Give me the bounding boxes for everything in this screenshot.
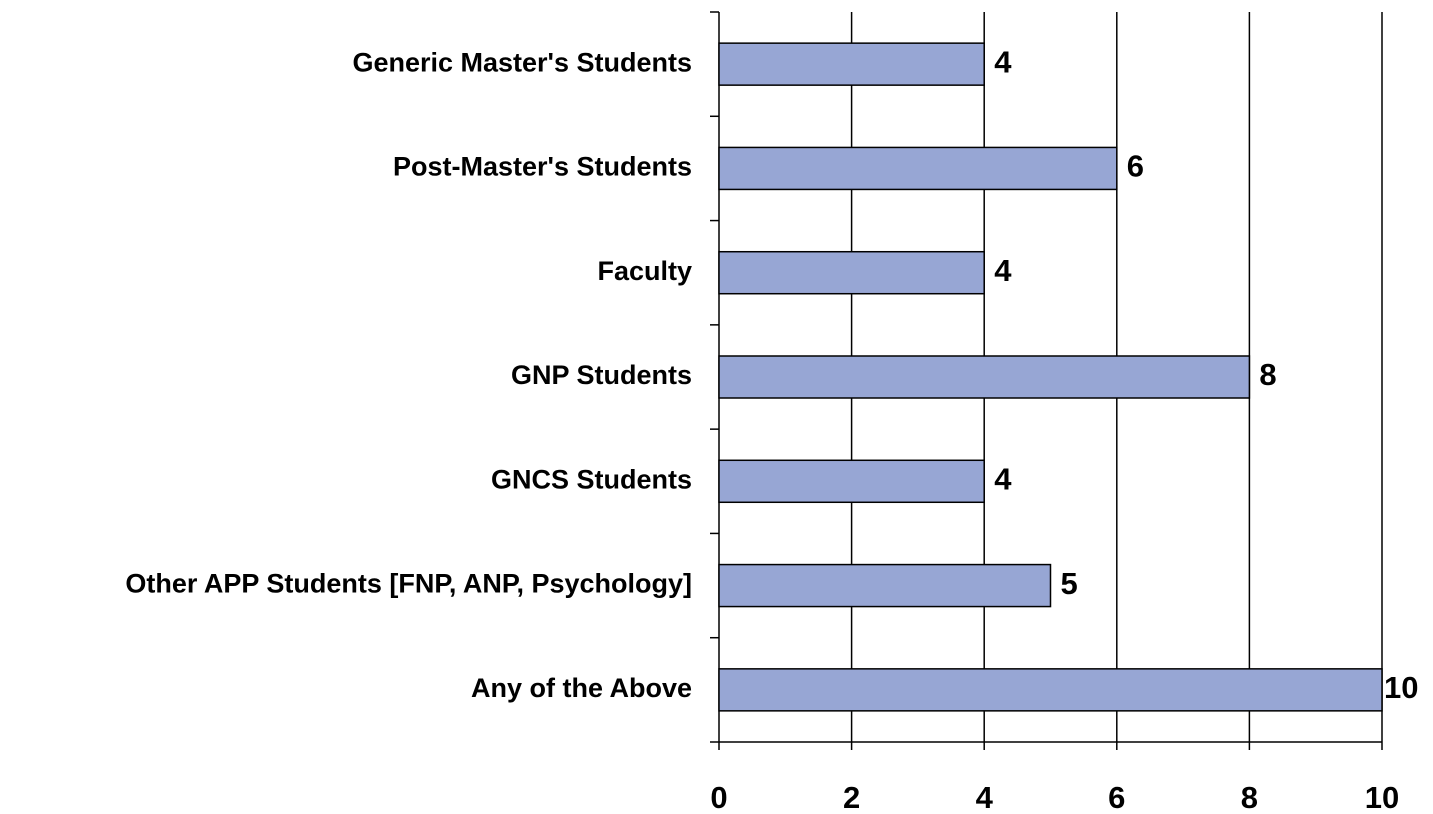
y-tick-label: GNP Students — [511, 360, 692, 390]
y-tick-label: Other APP Students [FNP, ANP, Psychology… — [125, 569, 692, 599]
y-tick-label: Any of the Above — [471, 673, 692, 703]
bar — [718, 355, 1251, 399]
bar — [718, 146, 1118, 191]
y-tick-label: Post-Master's Students — [393, 152, 692, 182]
x-tick-label: 10 — [1365, 780, 1399, 814]
bar — [718, 459, 985, 504]
value-label: 4 — [994, 44, 1012, 79]
x-tick-label: 8 — [1241, 780, 1258, 814]
bar — [718, 668, 1383, 712]
value-label: 6 — [1127, 149, 1144, 184]
y-tick-label: Generic Master's Students — [352, 47, 692, 77]
x-tick-label: 4 — [976, 780, 994, 814]
y-tick-label: GNCS Students — [491, 464, 692, 494]
value-label: 10 — [1384, 670, 1418, 705]
bar — [718, 250, 985, 295]
value-label: 4 — [994, 461, 1012, 496]
x-tick-label: 0 — [710, 780, 727, 814]
value-label: 8 — [1259, 357, 1276, 392]
y-tick-label: Faculty — [597, 256, 692, 286]
value-label: 4 — [994, 253, 1012, 288]
value-label: 5 — [1061, 566, 1078, 601]
x-tick-label: 2 — [843, 780, 860, 814]
bar — [718, 563, 1052, 608]
bar — [718, 42, 985, 86]
x-tick-label: 6 — [1108, 780, 1125, 814]
